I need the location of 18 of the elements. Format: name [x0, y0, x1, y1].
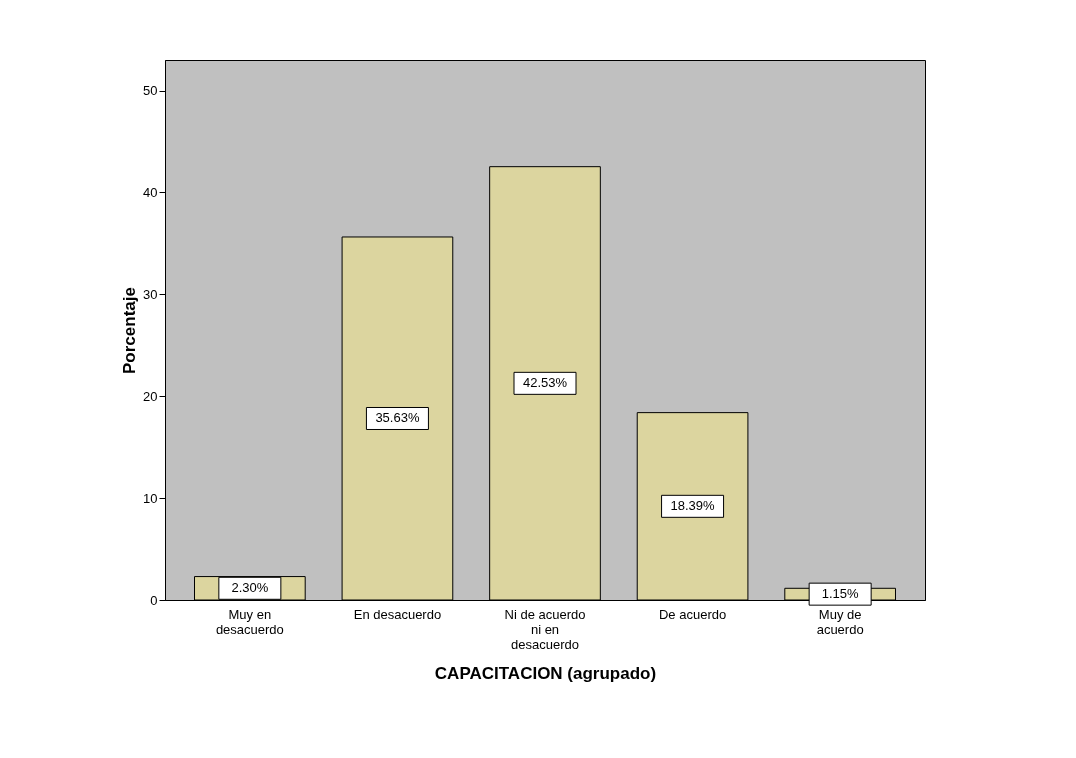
data-label: 42.53%: [522, 375, 568, 391]
x-tick-label: Muy en desacuerdo: [215, 606, 284, 637]
y-tick-label: 30: [143, 286, 158, 302]
y-tick-label: 10: [143, 490, 158, 506]
x-tick-label: Muy de acuerdo: [816, 606, 864, 637]
y-axis-title: Porcentaje: [120, 287, 140, 374]
x-tick-label: En desacuerdo: [353, 606, 442, 622]
y-tick-label: 40: [143, 184, 158, 200]
data-label: 1.15%: [821, 586, 860, 602]
y-tick-label: 50: [143, 83, 158, 99]
x-tick-label: De acuerdo: [658, 606, 727, 622]
y-tick-label: 0: [150, 592, 158, 608]
data-label: 18.39%: [670, 498, 716, 514]
data-label: 2.30%: [231, 580, 269, 596]
x-axis-title: CAPACITACION (agrupado): [434, 663, 657, 683]
data-label: 35.63%: [375, 410, 420, 426]
x-tick-label: Ni de acuerdo ni en desacuerdo: [504, 606, 586, 652]
y-tick-label: 20: [143, 388, 158, 404]
